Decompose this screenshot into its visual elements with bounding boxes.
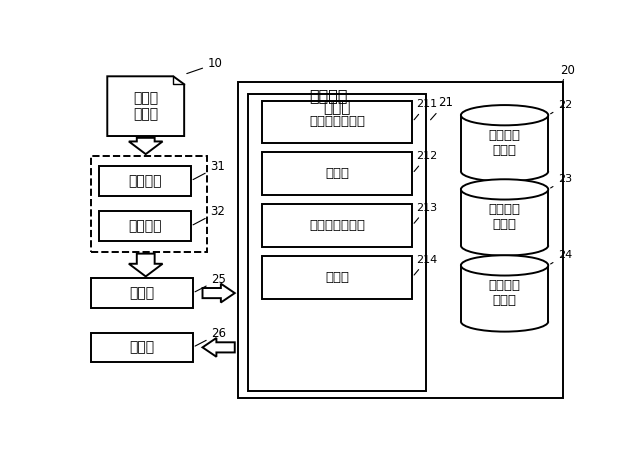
Ellipse shape [461, 255, 548, 275]
Polygon shape [202, 284, 235, 303]
Text: 20: 20 [560, 64, 575, 82]
Text: 24: 24 [550, 250, 572, 264]
Bar [461, 189, 548, 245]
Text: 教師情報取得部: 教師情報取得部 [309, 116, 365, 128]
Text: 25: 25 [195, 273, 227, 292]
Text: 計測情報
記憶部: 計測情報 記憶部 [488, 280, 520, 307]
FancyBboxPatch shape [91, 333, 193, 362]
Text: 教師情報
記憶部: 教師情報 記憶部 [488, 129, 520, 157]
Bar [461, 266, 548, 321]
Text: 31: 31 [193, 160, 225, 180]
Text: 21: 21 [431, 95, 454, 120]
Bar [461, 115, 548, 171]
FancyBboxPatch shape [248, 94, 426, 391]
Text: 22: 22 [550, 100, 572, 114]
Polygon shape [129, 138, 163, 154]
Text: 32: 32 [193, 205, 225, 225]
Text: 212: 212 [414, 151, 438, 172]
Text: 出力部: 出力部 [129, 340, 154, 354]
Polygon shape [129, 254, 163, 276]
Polygon shape [202, 338, 235, 357]
Text: 計測情報取得部: 計測情報取得部 [309, 219, 365, 232]
Text: 評価装置: 評価装置 [310, 88, 348, 103]
FancyBboxPatch shape [262, 101, 412, 143]
Text: 学習部: 学習部 [325, 167, 349, 180]
Text: 熱蛍光
シート: 熱蛍光 シート [133, 91, 158, 121]
Text: 学習結果
記憶部: 学習結果 記憶部 [488, 204, 520, 231]
FancyBboxPatch shape [91, 278, 193, 308]
FancyBboxPatch shape [99, 212, 191, 241]
FancyBboxPatch shape [262, 256, 412, 298]
Polygon shape [108, 76, 184, 136]
Text: 26: 26 [195, 327, 227, 346]
FancyBboxPatch shape [262, 204, 412, 247]
FancyBboxPatch shape [237, 82, 563, 399]
Text: 制御部: 制御部 [323, 101, 351, 116]
Text: 213: 213 [414, 203, 437, 223]
Ellipse shape [461, 105, 548, 125]
Text: 23: 23 [550, 174, 572, 188]
FancyBboxPatch shape [262, 152, 412, 195]
Text: 予測部: 予測部 [325, 271, 349, 284]
Text: 入力部: 入力部 [129, 286, 154, 300]
Ellipse shape [461, 179, 548, 200]
Text: 測定装置: 測定装置 [128, 219, 161, 233]
Text: 214: 214 [414, 255, 438, 275]
Text: 211: 211 [414, 100, 437, 120]
Text: 10: 10 [187, 57, 223, 74]
FancyBboxPatch shape [99, 166, 191, 196]
Text: 撮影装置: 撮影装置 [128, 174, 161, 188]
